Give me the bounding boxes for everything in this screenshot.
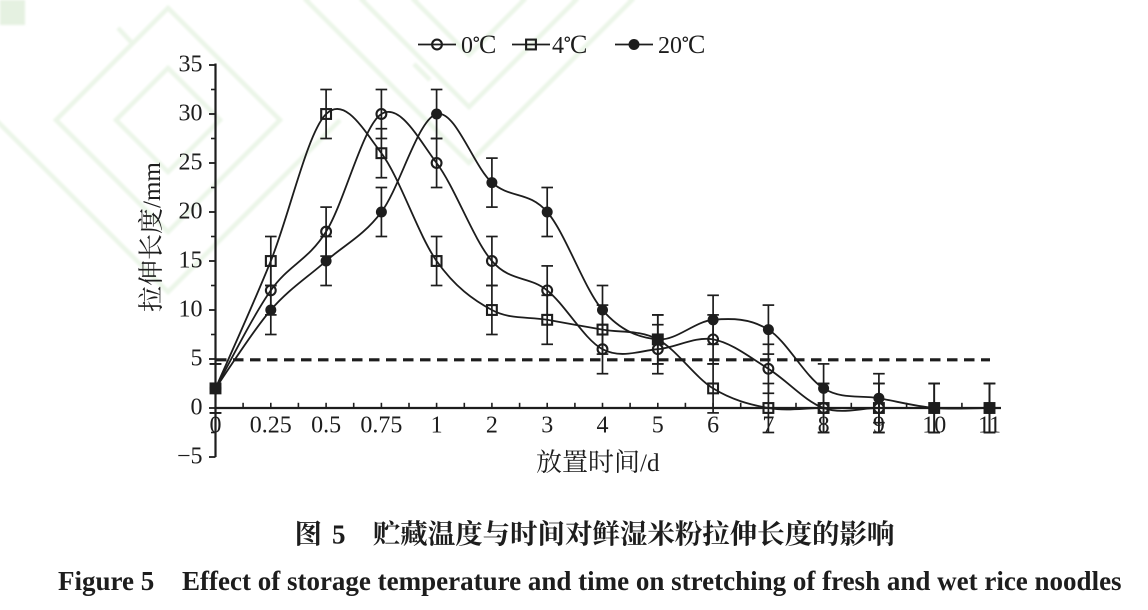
svg-text:20: 20 [179, 199, 203, 225]
svg-text:3: 3 [541, 413, 553, 439]
svg-text:5: 5 [332, 520, 346, 550]
svg-text:4: 4 [552, 33, 564, 59]
svg-text:0: 0 [210, 413, 222, 439]
svg-text:20: 20 [658, 33, 682, 59]
svg-text:15: 15 [179, 248, 203, 274]
svg-text:5: 5 [652, 413, 664, 439]
svg-text:Figure 5: Figure 5 [58, 566, 154, 596]
svg-text:C: C [479, 30, 496, 59]
svg-text:C: C [688, 30, 705, 59]
svg-text:10: 10 [179, 297, 203, 323]
svg-text:35: 35 [179, 52, 203, 78]
svg-text:/d: /d [640, 450, 660, 477]
svg-text:5: 5 [191, 346, 203, 372]
svg-text:2: 2 [486, 413, 498, 439]
svg-text:Effect of storage temperature: Effect of storage temperature and time o… [182, 566, 1122, 596]
svg-text:0: 0 [191, 395, 203, 421]
svg-text:30: 30 [179, 101, 203, 127]
svg-text:0.5: 0.5 [311, 413, 341, 439]
svg-text:0.75: 0.75 [360, 413, 402, 439]
svg-text:C: C [570, 30, 587, 59]
svg-text:6: 6 [707, 413, 719, 439]
svg-text:−5: −5 [177, 444, 203, 470]
svg-text:1: 1 [431, 413, 443, 439]
svg-text:0: 0 [461, 33, 473, 59]
svg-text:0.25: 0.25 [250, 413, 292, 439]
svg-text:/mm: /mm [139, 162, 166, 208]
svg-text:4: 4 [597, 413, 609, 439]
svg-text:25: 25 [179, 150, 203, 176]
